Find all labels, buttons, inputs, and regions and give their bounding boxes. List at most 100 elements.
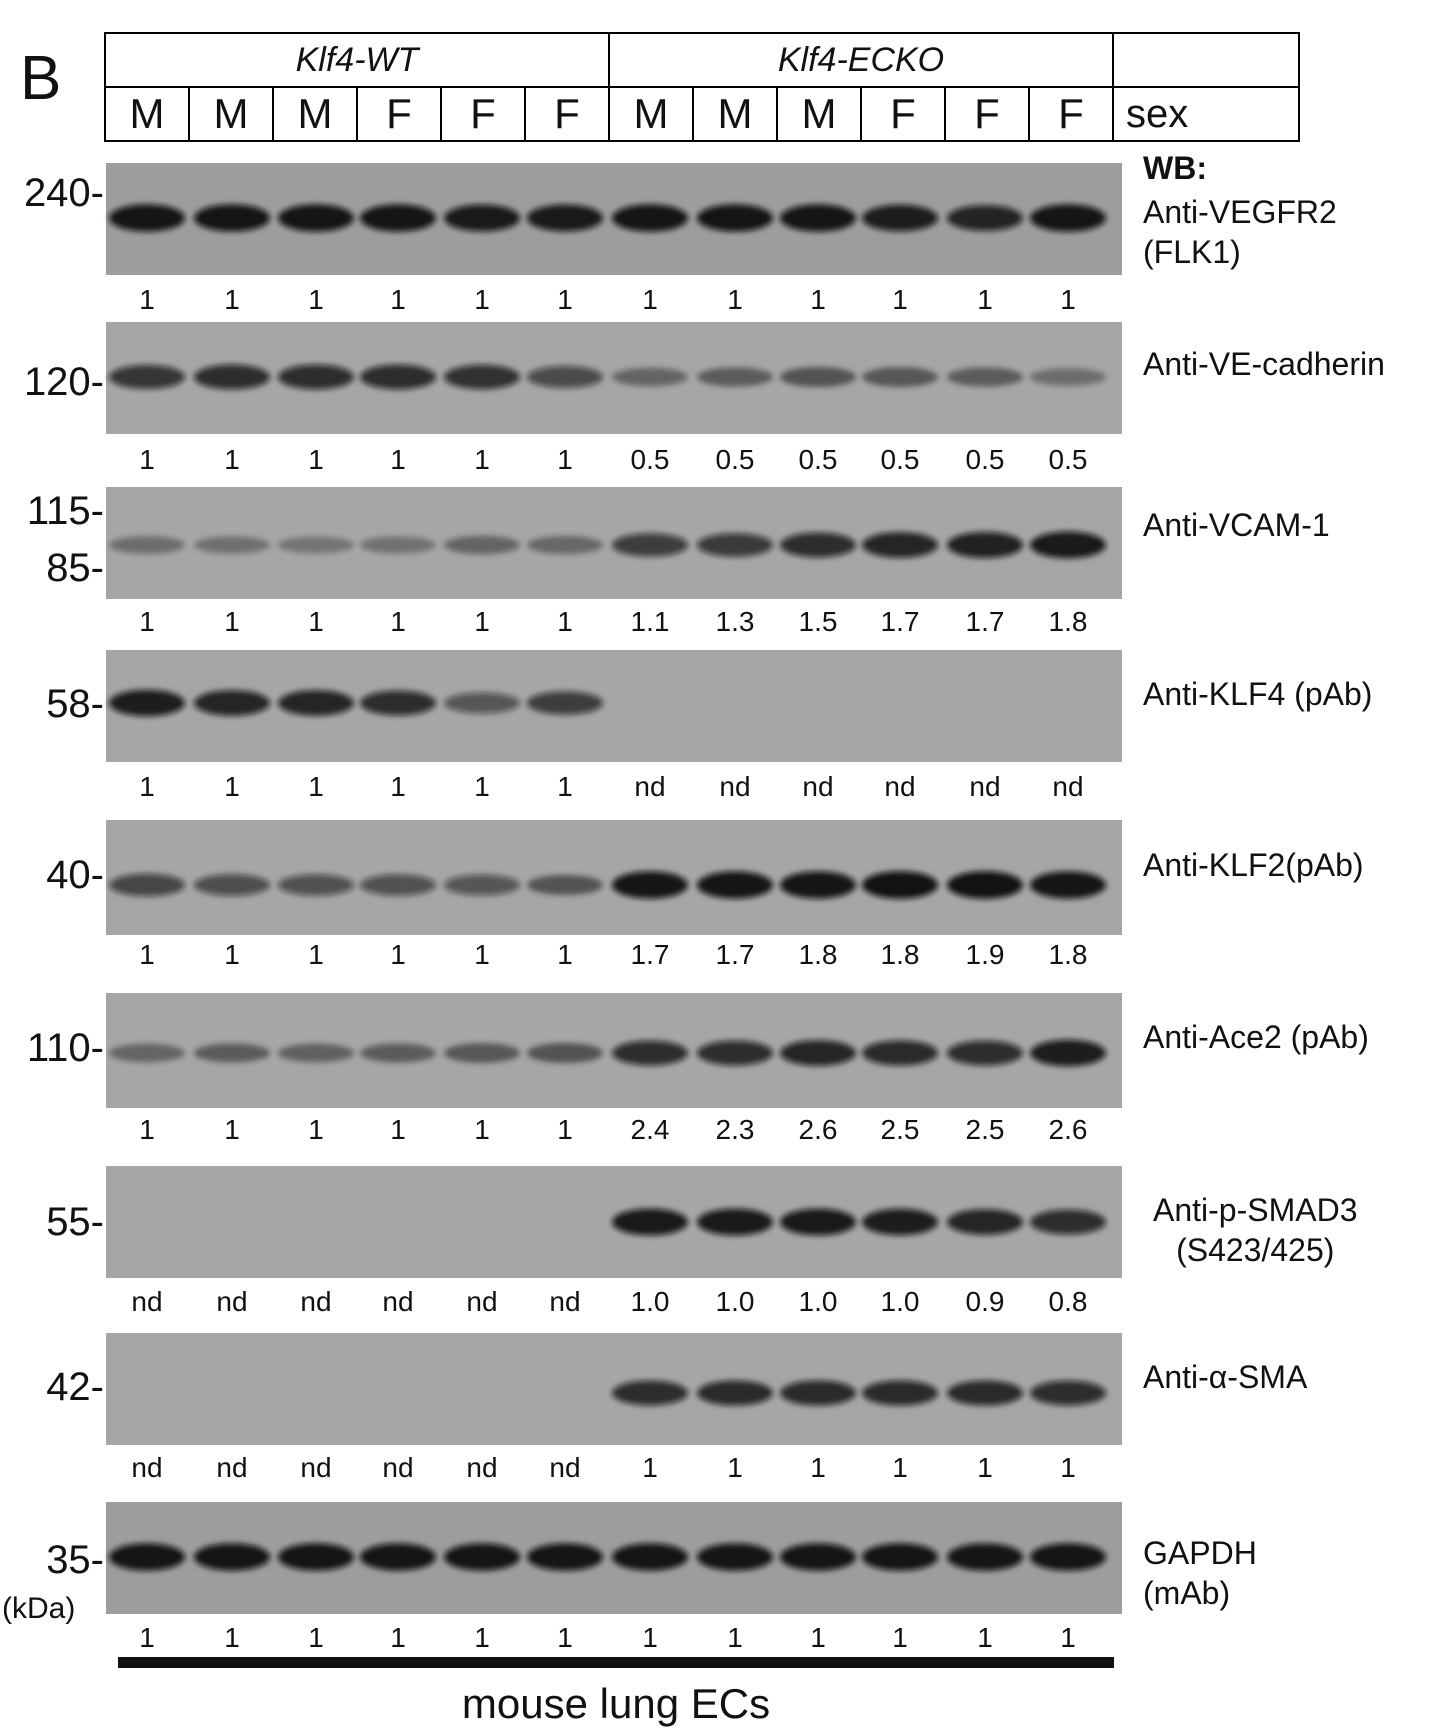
band-quantification-value: 1: [557, 284, 573, 315]
protein-band: [697, 871, 773, 899]
band-quantification-value: 1: [557, 606, 573, 637]
band-quantification-value: 1: [308, 1114, 324, 1145]
protein-band: [278, 1543, 354, 1571]
protein-band: [1030, 1209, 1106, 1235]
antibody-label-line: Anti-p-SMAD3: [1153, 1192, 1358, 1228]
protein-band: [360, 364, 436, 390]
band-quantification-value: 1: [474, 771, 490, 802]
band-quantification-value: nd: [131, 1286, 163, 1317]
band-quantification-value: 1: [474, 1622, 490, 1653]
antibody-label-line: (mAb): [1143, 1575, 1231, 1611]
band-quantification-value: 1.9: [965, 939, 1005, 970]
band-quantification-value: 1: [1060, 1622, 1076, 1653]
protein-band: [947, 871, 1023, 899]
band-quantification-value: nd: [802, 771, 834, 802]
band-quantification-value: 1.8: [1048, 939, 1088, 970]
protein-band: [194, 536, 270, 554]
band-quantification-value: 1: [139, 284, 155, 315]
protein-band: [1030, 368, 1106, 386]
band-quantification-value: nd: [300, 1286, 332, 1317]
band-quantification-value: 1: [977, 284, 993, 315]
genotype-wt-label: Klf4-WT: [104, 32, 610, 88]
antibody-label-line: Anti-KLF2(pAb): [1143, 847, 1364, 883]
wb-label: WB:: [1143, 150, 1207, 186]
antibody-label: Anti-VE-cadherin: [1143, 344, 1385, 384]
band-quantification-value: 1: [474, 444, 490, 475]
protein-band: [612, 204, 688, 232]
protein-band: [612, 1380, 688, 1406]
protein-band: [862, 1543, 938, 1571]
protein-band: [1030, 204, 1106, 232]
protein-band: [444, 204, 520, 232]
band-quantification-value: 2.6: [1048, 1114, 1088, 1145]
sex-cell: F: [860, 86, 946, 142]
band-quantification-value: 2.5: [880, 1114, 920, 1145]
molecular-weight-marker: 85-: [46, 546, 104, 590]
protein-band: [360, 690, 436, 716]
band-quantification-value: 0.8: [1048, 1286, 1088, 1317]
protein-band: [527, 691, 603, 715]
sex-cell: F: [356, 86, 442, 142]
protein-band: [1030, 871, 1106, 899]
band-quantification-value: 2.3: [715, 1114, 755, 1145]
protein-band: [947, 1543, 1023, 1571]
sex-cell: F: [524, 86, 610, 142]
protein-band: [278, 204, 354, 232]
protein-band: [947, 1380, 1023, 1406]
band-quantification-value: 1: [224, 1114, 240, 1145]
band-quantification-value: 1: [557, 1622, 573, 1653]
antibody-label: Anti-KLF2(pAb): [1143, 845, 1364, 885]
band-quantification-value: 1: [224, 1622, 240, 1653]
protein-band: [194, 874, 270, 896]
antibody-label-line: (FLK1): [1143, 234, 1241, 270]
protein-band: [527, 875, 603, 895]
band-quantification-value: 1: [308, 939, 324, 970]
sex-cell: M: [272, 86, 358, 142]
antibody-label-line: Anti-VCAM-1: [1143, 507, 1330, 543]
protein-band: [697, 204, 773, 232]
sex-row-label: sex: [1112, 86, 1300, 142]
protein-band: [444, 874, 520, 896]
band-quantification-value: nd: [549, 1452, 581, 1483]
molecular-weight-marker: 120-: [23, 360, 104, 404]
kda-unit-label: (kDa): [2, 1592, 76, 1625]
band-quantification-value: 1.7: [880, 606, 920, 637]
band-quantification-value: nd: [634, 771, 666, 802]
antibody-label: Anti-p-SMAD3 (S423/425): [1153, 1190, 1358, 1270]
molecular-weight-marker: 110-: [26, 1026, 104, 1070]
band-quantification-value: 1: [977, 1622, 993, 1653]
sex-cell: M: [608, 86, 694, 142]
band-quantification-value: 1: [139, 444, 155, 475]
band-quantification-value: nd: [216, 1452, 248, 1483]
band-quantification-value: 0.5: [715, 444, 755, 475]
antibody-label-line: (S423/425): [1176, 1232, 1335, 1268]
protein-band: [1030, 1380, 1106, 1406]
band-quantification-value: 0.5: [798, 444, 838, 475]
protein-band: [109, 873, 185, 897]
band-quantification-value: 1: [557, 939, 573, 970]
protein-band: [947, 367, 1023, 387]
protein-band: [862, 367, 938, 387]
protein-band: [947, 1040, 1023, 1066]
band-quantification-value: 1.7: [715, 939, 755, 970]
band-quantification-value: 1: [892, 1622, 908, 1653]
protein-band: [780, 367, 856, 387]
band-quantification-value: 1.5: [798, 606, 838, 637]
sex-cell: F: [440, 86, 526, 142]
band-quantification-value: 1: [810, 284, 826, 315]
protein-band: [862, 871, 938, 899]
band-quantification-value: 0.5: [880, 444, 920, 475]
band-quantification-value: 1: [139, 1114, 155, 1145]
band-quantification-value: 1.8: [1048, 606, 1088, 637]
band-quantification-value: nd: [300, 1452, 332, 1483]
protein-band: [862, 532, 938, 558]
protein-band: [780, 871, 856, 899]
protein-band: [862, 204, 938, 232]
band-quantification-value: 1: [474, 1114, 490, 1145]
band-quantification-value: 1: [308, 1622, 324, 1653]
antibody-label-line: GAPDH: [1143, 1535, 1257, 1571]
band-quantification-value: nd: [549, 1286, 581, 1317]
molecular-weight-marker: 40-: [46, 853, 104, 897]
antibody-label-line: Anti-α-SMA: [1143, 1359, 1308, 1395]
blot-panel-background: [106, 650, 1122, 762]
